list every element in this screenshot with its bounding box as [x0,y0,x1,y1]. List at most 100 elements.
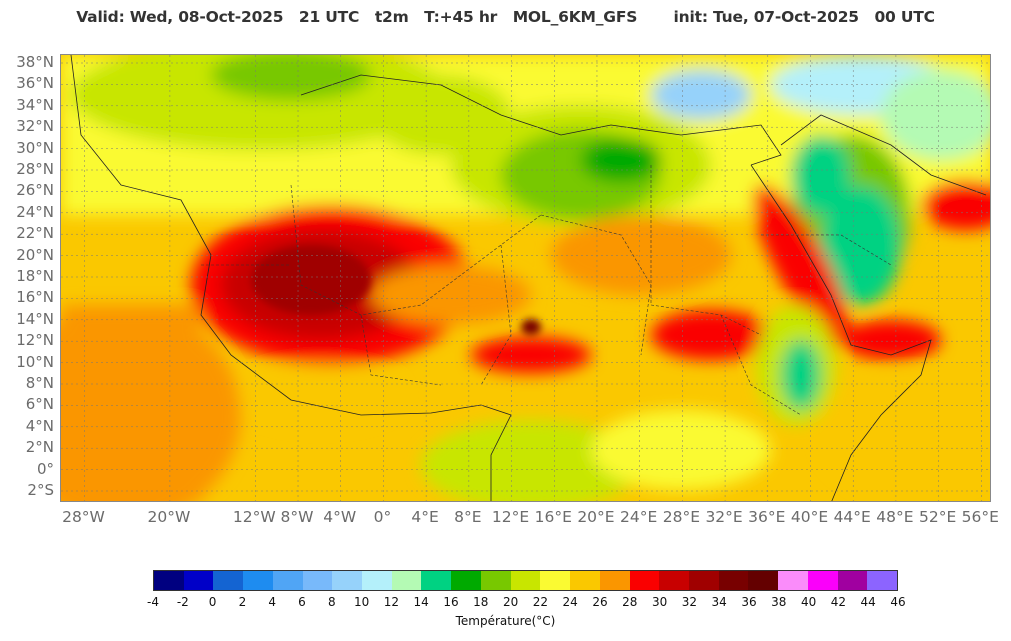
colorbar-swatch [451,571,481,590]
lon-label: 20°E [577,508,615,526]
colorbar-tick-label: 24 [562,595,578,609]
colorbar-tick-label: 28 [622,595,638,609]
lat-label: 28°N [16,160,54,178]
lat-label: 32°N [16,117,54,136]
colorbar-swatch [213,571,244,590]
temperature-map [60,54,991,502]
lat-label: 30°N [16,138,54,157]
lon-label: 28°W [62,508,105,526]
temperature-field [61,55,990,501]
colorbar-tick-label: 16 [443,595,459,609]
lon-label: 56°E [961,508,999,526]
lon-label: 4°E [411,508,439,526]
lat-label: 36°N [16,74,54,93]
chart-title: Valid: Wed, 08-Oct-2025 21 UTC t2m T:+45… [76,8,935,26]
colorbar-tick-label: 42 [830,595,847,609]
colorbar-tick-label: 6 [298,595,306,609]
lat-label: 20°N [16,245,54,264]
colorbar-swatch [332,571,363,590]
lat-label: 0° [36,459,54,478]
colorbar-swatch [688,571,719,590]
lat-label: 38°N [16,53,54,71]
lat-label: 24°N [16,202,54,221]
colorbar-tick-label: 36 [741,595,757,609]
colorbar-tick-label: 0 [208,595,217,609]
colorbar-swatch [570,571,600,590]
lon-label: 52°E [918,508,957,526]
colorbar-swatch [837,571,868,590]
colorbar-tick-label: 12 [383,595,400,609]
colorbar-tick-label: -2 [176,595,189,609]
lon-label: 48°E [876,508,914,526]
lat-label: 10°N [16,352,54,371]
west-coastline [70,55,512,501]
lon-label: 8°E [454,508,482,526]
lat-label: 14°N [16,309,54,328]
colorbar-tick-label: 44 [860,595,876,609]
colorbar-tick-label: 30 [651,595,668,609]
lon-label: 24°E [620,508,658,526]
lon-label: 12°W [232,508,276,526]
colorbar-swatch [867,571,897,590]
colorbar-swatch [362,571,392,590]
lon-label: 36°E [748,508,786,526]
colorbar-swatch [154,571,184,590]
colorbar-tick-label: 14 [413,595,429,609]
lon-label: 8°W [280,508,314,526]
colorbar-swatch [243,571,273,590]
mediterranean-coastline [300,74,782,166]
colorbar-swatch [302,571,333,590]
colorbar-swatch [659,571,689,590]
lon-label: 28°E [662,508,701,526]
lon-label: 44°E [833,508,871,526]
lon-label: 40°E [790,508,829,526]
lat-label: 18°N [16,267,54,285]
colorbar-tick-label: 22 [532,595,549,609]
colorbar [153,570,898,591]
lat-label: 2°N [25,438,54,457]
lon-label: 32°E [705,508,743,526]
lon-label: 12°E [491,508,530,526]
colorbar-tick-label: 34 [711,595,727,609]
colorbar-swatch [540,571,571,590]
lat-label: 2°S [27,481,54,499]
colorbar-tick-label: 32 [681,595,698,609]
arabia-coastline [780,114,987,196]
lon-label: 0° [373,508,392,526]
lon-label: 20°W [147,508,191,526]
colorbar-swatch [807,571,838,590]
colorbar-swatch [510,571,541,590]
colorbar-swatch [778,571,808,590]
colorbar-tick-label: 20 [502,595,519,609]
colorbar-swatch [183,571,214,590]
colorbar-tick-label: 2 [238,595,247,609]
hot-core [251,245,541,335]
colorbar-tick-label: -4 [147,595,159,609]
colorbar-swatch [629,571,660,590]
lat-label: 6°N [25,395,54,414]
lon-label: 16°E [534,508,572,526]
lat-label: 26°N [16,181,54,200]
lat-label: 34°N [16,95,54,114]
colorbar-swatch [272,571,303,590]
map-canvas [61,55,990,501]
graticule [61,55,990,501]
colorbar-swatch [599,571,630,590]
lat-label: 16°N [16,288,54,307]
colorbar-swatch [480,571,511,590]
colorbar-title: Température(°C) [455,614,556,628]
colorbar-tick-label: 4 [268,595,277,609]
colorbar-swatch [421,571,452,590]
colorbar-tick-label: 8 [327,595,336,609]
lat-label: 22°N [16,224,54,243]
colorbar-swatch [718,571,749,590]
colorbar-tick-label: 38 [771,595,787,609]
colorbar-tick-label: 40 [800,595,817,609]
lat-label: 8°N [25,374,54,392]
colorbar-tick-label: 18 [473,595,489,609]
lat-label: 12°N [16,331,54,350]
colorbar-tick-label: 10 [353,595,370,609]
colorbar-swatch [391,571,422,590]
colorbar-swatch [748,571,779,590]
lat-label: 4°N [25,416,54,435]
